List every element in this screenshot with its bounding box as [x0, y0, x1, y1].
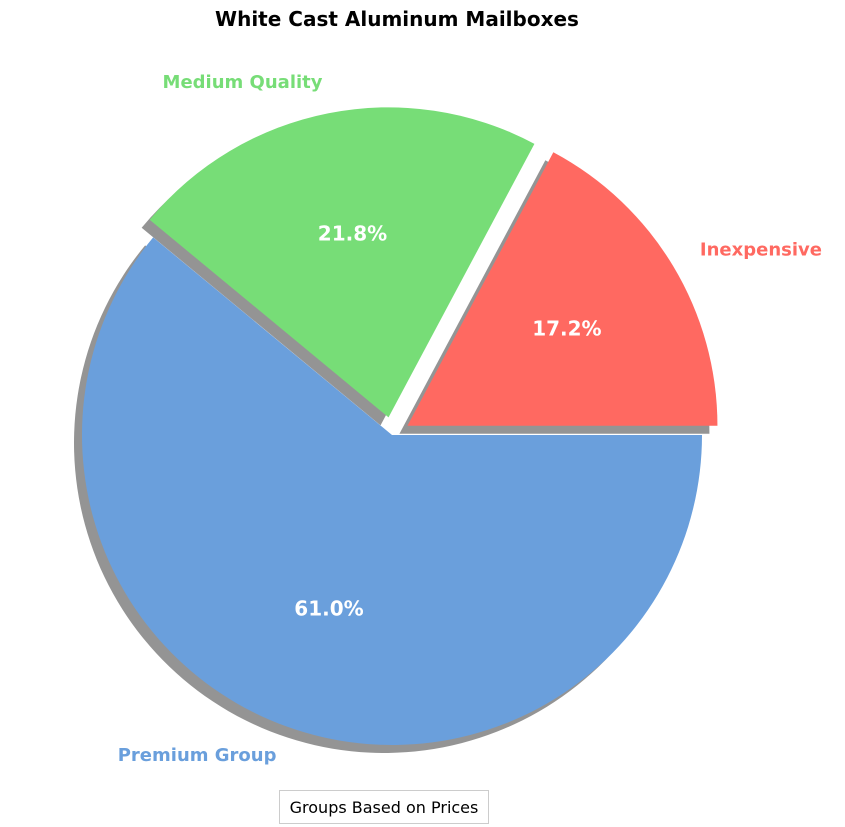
category-label-premium-group: Premium Group	[118, 745, 277, 766]
pie-slices	[81, 107, 718, 746]
chart-title: White Cast Aluminum Mailboxes	[215, 7, 579, 31]
percentage-label-premium-group: 61.0%	[294, 597, 363, 621]
category-labels: Inexpensive Medium Quality Premium Group	[118, 72, 822, 766]
legend: Groups Based on Prices	[279, 790, 489, 824]
category-label-inexpensive: Inexpensive	[700, 239, 822, 260]
category-label-medium-quality: Medium Quality	[163, 72, 323, 93]
slice-inexpensive	[407, 152, 718, 426]
legend-title: Groups Based on Prices	[289, 797, 479, 817]
percentage-labels: 17.2% 21.8% 61.0%	[294, 221, 601, 620]
slice-premium-group	[81, 237, 702, 746]
slice-medium-quality	[149, 107, 535, 418]
percentage-label-inexpensive: 17.2%	[532, 317, 601, 341]
percentage-label-medium-quality: 21.8%	[318, 221, 387, 245]
